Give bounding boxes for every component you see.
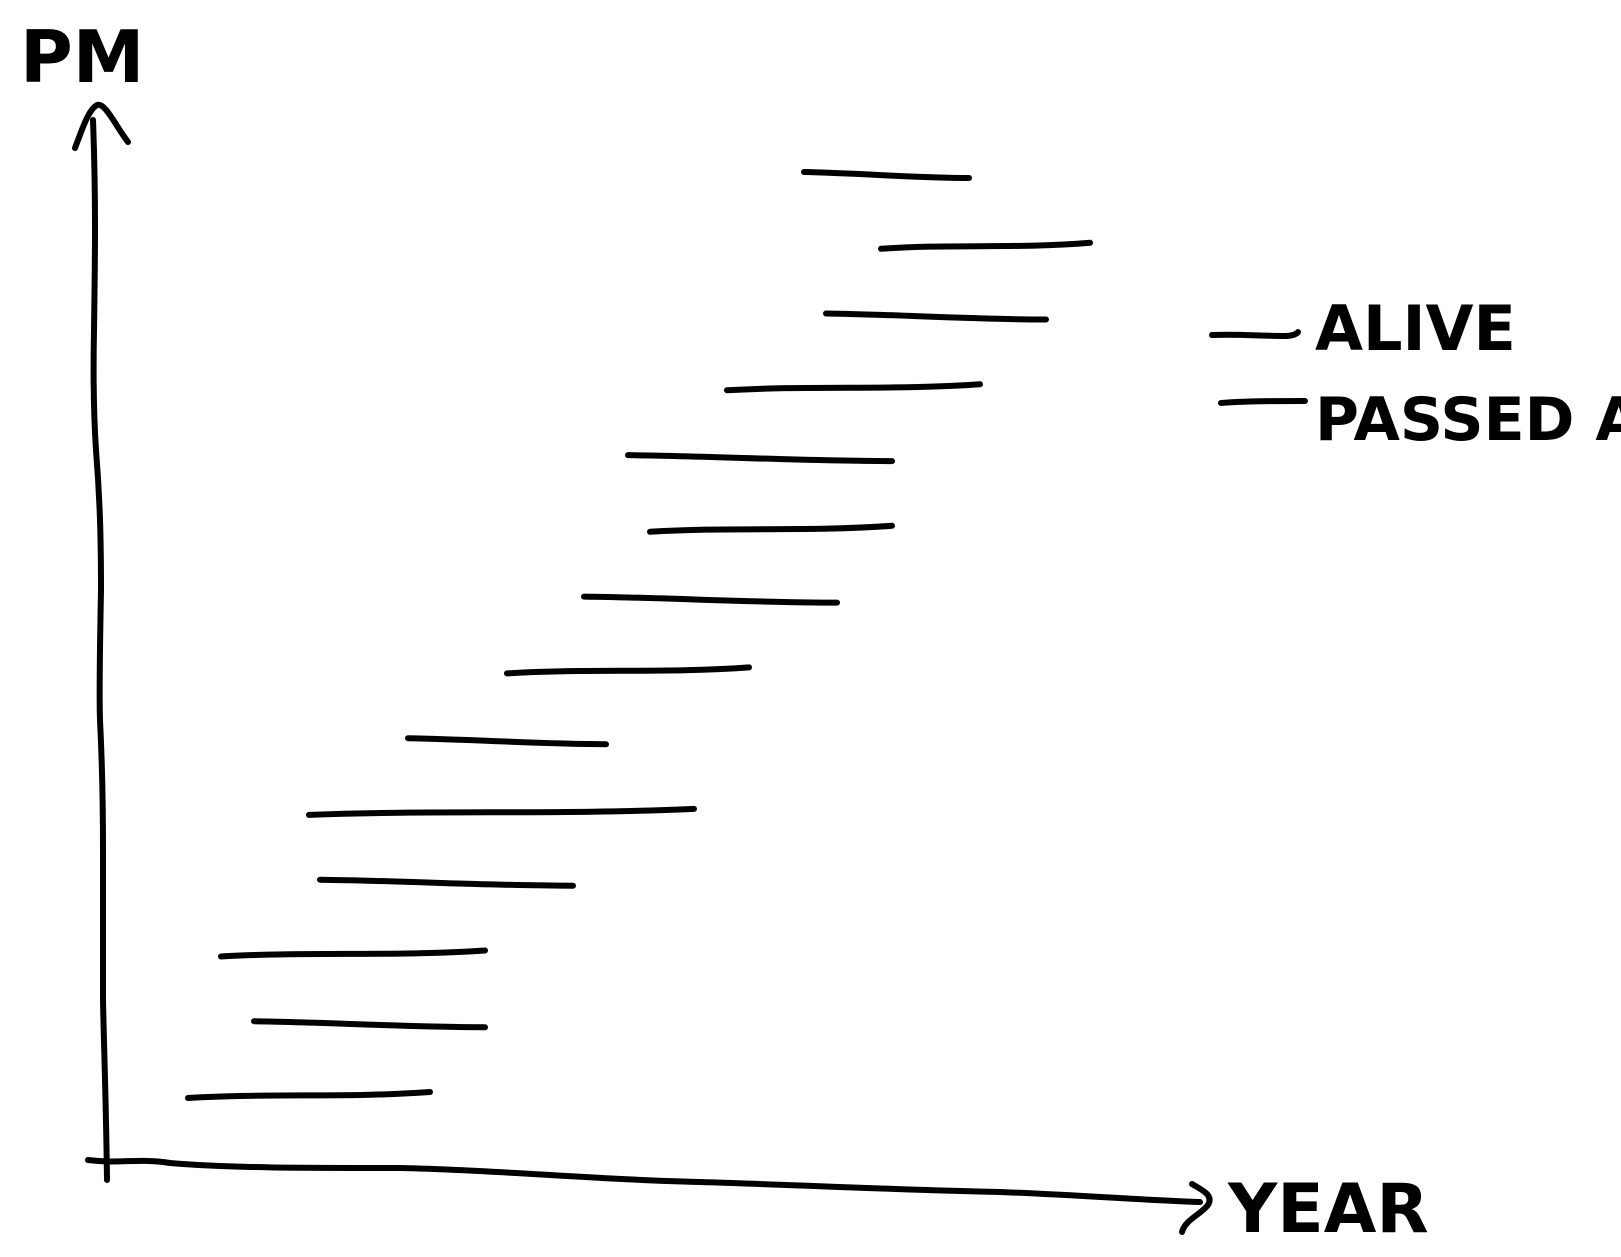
timeline-bar-2 [251, 1018, 488, 1031]
timeline-bar-4 [317, 876, 576, 889]
timeline-bars [185, 169, 1093, 1101]
timeline-bar-14 [801, 169, 972, 181]
legend-marker-alive [1209, 329, 1301, 339]
x-axis [85, 1157, 1203, 1205]
x-axis-label: YEAR [1227, 1170, 1429, 1249]
y-axis [90, 117, 110, 1183]
timeline-bar-11 [724, 381, 983, 394]
timeline-bar-13 [878, 239, 1093, 252]
timeline-bar-12 [823, 310, 1049, 323]
legend-marker-passed-away [1218, 398, 1308, 406]
timeline-bar-6 [405, 735, 609, 748]
timeline-bar-10 [625, 452, 895, 465]
timeline-bar-5 [306, 805, 697, 818]
x-axis-arrowhead [1179, 1181, 1213, 1235]
legend: ALIVE PASSED AWAY [1209, 292, 1621, 455]
timeline-bar-8 [581, 593, 840, 606]
timeline-bar-7 [504, 664, 752, 677]
y-axis-label: PM [20, 15, 144, 99]
timeline-bar-3 [218, 947, 488, 960]
legend-label-passed-away: PASSED AWAY [1315, 385, 1621, 455]
y-axis-arrowhead [72, 101, 131, 151]
timeline-bar-1 [185, 1089, 433, 1101]
timeline-bar-9 [647, 522, 895, 535]
legend-label-alive: ALIVE [1315, 292, 1516, 365]
